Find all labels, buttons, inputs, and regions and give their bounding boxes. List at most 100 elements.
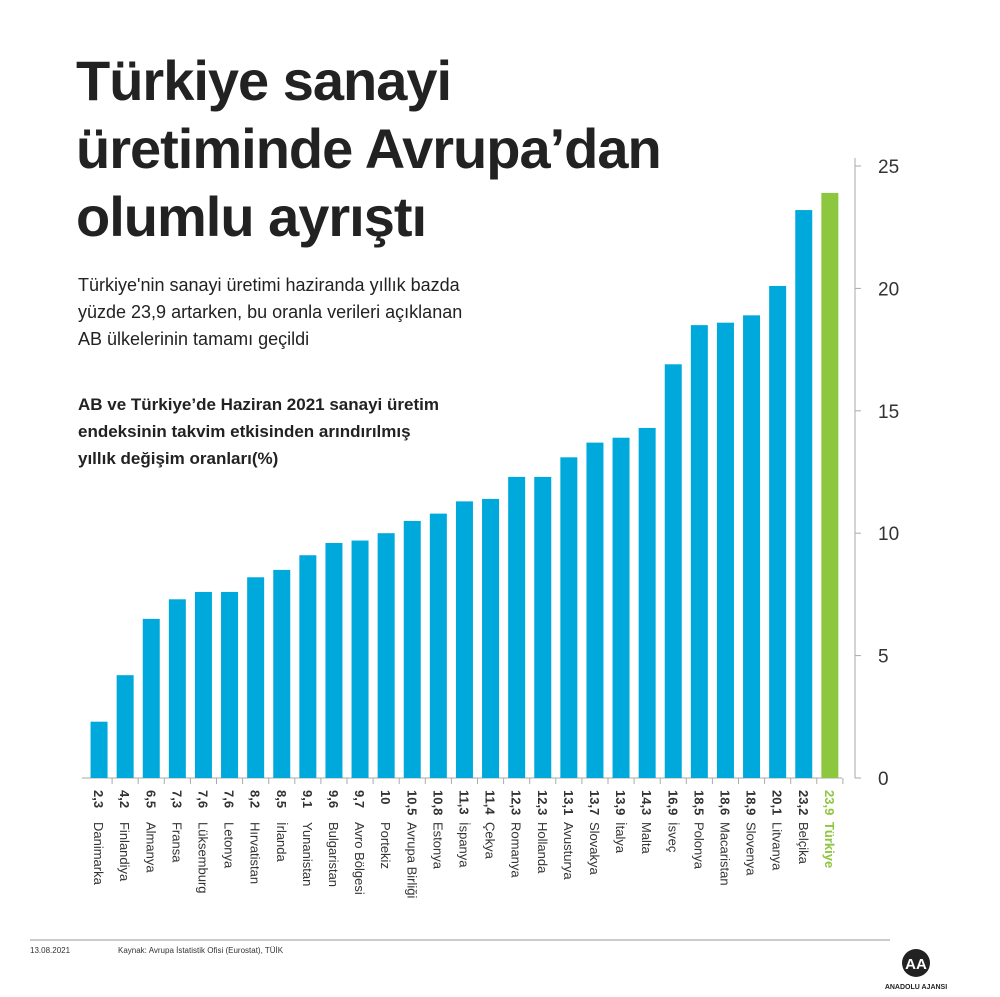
subtitle-line: Türkiye'nin sanayi üretimi haziranda yıl… [78, 275, 461, 295]
bar [690, 325, 708, 778]
bar [795, 210, 813, 779]
x-tick-label: Letonya [222, 822, 237, 869]
value-label: 8,5 [274, 790, 289, 808]
bar [299, 555, 317, 778]
value-label: 4,2 [117, 790, 132, 808]
value-label: 9,7 [352, 790, 367, 808]
value-label: 6,5 [143, 790, 158, 808]
x-tick-label: Estonya [430, 822, 445, 870]
bar [168, 599, 186, 778]
y-tick-label: 0 [878, 769, 889, 790]
chart-label-line: yıllık değişim oranları(%) [78, 449, 278, 468]
x-tick-label: Almanya [143, 822, 158, 873]
bar [455, 501, 473, 778]
bar [194, 591, 212, 778]
bar [351, 540, 369, 778]
value-label: 7,6 [222, 790, 237, 808]
bar [90, 721, 108, 778]
bar [716, 322, 734, 778]
x-tick-label: Yunanistan [300, 822, 315, 886]
bar [769, 285, 787, 778]
x-tick-label: İspanya [456, 822, 471, 868]
value-label: 18,9 [744, 790, 759, 815]
subtitle-line: AB ülkelerinin tamamı geçildi [78, 329, 309, 349]
x-tick-label: İrlanda [274, 822, 289, 863]
x-tick-label: Danimarka [91, 822, 106, 886]
value-label: 18,6 [717, 790, 732, 815]
bar [142, 618, 160, 778]
bar [273, 569, 291, 778]
logo-mark: AA [905, 956, 927, 973]
bar [221, 591, 239, 778]
x-tick-label: Hollanda [535, 822, 550, 874]
x-tick-label: Litvanya [770, 822, 785, 871]
footer-source: Kaynak: Avrupa İstatistik Ofisi (Eurosta… [118, 946, 284, 955]
y-tick-label: 20 [878, 279, 899, 300]
x-tick-label: Belçika [796, 822, 811, 865]
value-label: 11,4 [483, 790, 498, 815]
value-label: 13,9 [613, 790, 628, 815]
bar [638, 427, 656, 778]
value-label: 23,2 [796, 790, 811, 815]
value-label: 12,3 [509, 790, 524, 815]
bar [586, 442, 604, 778]
x-tick-label: Romanya [509, 822, 524, 878]
bar [325, 542, 343, 778]
x-tick-label: Macaristan [717, 822, 732, 886]
x-tick-label: İtalya [613, 822, 628, 854]
y-tick-label: 25 [878, 157, 899, 178]
bar [821, 192, 839, 779]
logo-circle [902, 949, 930, 977]
value-label: 16,9 [665, 790, 680, 815]
x-tick-label: Polonya [691, 822, 706, 870]
subtitle-line: yüzde 23,9 artarken, bu oranla verileri … [78, 302, 462, 322]
value-label: 20,1 [770, 790, 785, 815]
x-tick-label: Avro Bölgesi [352, 822, 367, 895]
bar [743, 315, 761, 778]
chart-label-line: AB ve Türkiye’de Haziran 2021 sanayi üre… [78, 395, 439, 414]
x-tick-label: Hırvatistan [248, 822, 263, 884]
value-label: 12,3 [535, 790, 550, 815]
x-tick-label: Çekya [483, 822, 498, 860]
value-label: 9,1 [300, 790, 315, 808]
x-tick-label: Portekiz [378, 822, 393, 869]
bar [612, 437, 630, 778]
bar [560, 457, 578, 778]
x-tick-label: Slovakya [587, 822, 602, 876]
bar [377, 533, 395, 778]
value-label: 2,3 [91, 790, 106, 808]
value-label: 9,6 [326, 790, 341, 808]
bar [403, 520, 421, 778]
title-line: olumlu ayrıştı [76, 185, 426, 248]
title-line: Türkiye sanayi [76, 49, 451, 112]
x-tick-label: Slovenya [744, 822, 759, 876]
value-label: 13,7 [587, 790, 602, 815]
value-label: 8,2 [248, 790, 263, 808]
x-tick-label: Lüksemburg [195, 822, 210, 894]
y-tick-label: 10 [878, 524, 899, 545]
value-label: 10,5 [404, 790, 419, 815]
bar [664, 364, 682, 778]
logo-text: ANADOLU AJANSI [885, 984, 947, 991]
x-tick-label: Avusturya [561, 822, 576, 880]
x-tick-label: Türkiye [822, 822, 837, 868]
x-tick-label: Malta [639, 822, 654, 855]
value-label: 14,3 [639, 790, 654, 815]
value-label: 13,1 [561, 790, 576, 815]
title-line: üretiminde Avrupa’dan [76, 117, 661, 180]
x-tick-label: Bulgaristan [326, 822, 341, 887]
value-label: 10,8 [430, 790, 445, 815]
value-label: 7,6 [195, 790, 210, 808]
value-label: 23,9 [822, 790, 837, 815]
bar [429, 513, 447, 778]
footer-date: 13.08.2021 [30, 946, 71, 955]
x-tick-label: Avrupa Birliği [404, 822, 419, 898]
x-tick-label: Finlandiya [117, 822, 132, 882]
value-label: 18,5 [691, 790, 706, 815]
x-tick-label: Fransa [169, 822, 184, 863]
value-label: 7,3 [169, 790, 184, 808]
value-label: 11,3 [456, 790, 471, 815]
value-label: 10 [378, 790, 393, 804]
y-tick-label: 15 [878, 402, 899, 423]
